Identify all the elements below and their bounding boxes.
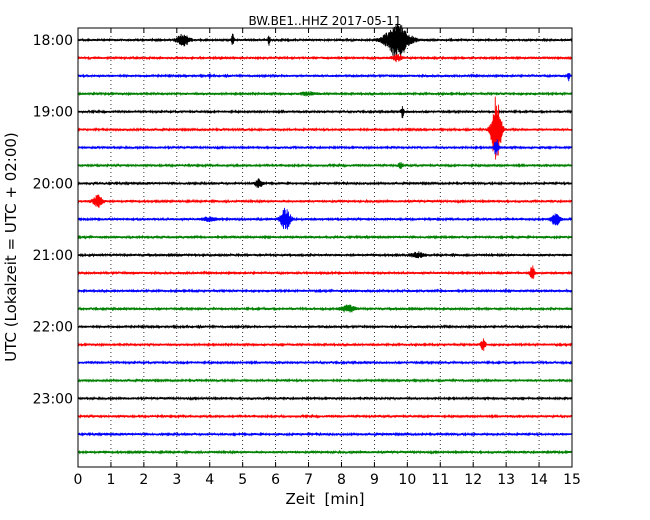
y-tick-label: 19:00 bbox=[33, 105, 73, 121]
x-tick-label: 9 bbox=[370, 472, 379, 488]
x-tick-label: 4 bbox=[205, 472, 214, 488]
trace-line-2300 bbox=[77, 395, 573, 401]
x-tick-label: 7 bbox=[304, 472, 313, 488]
plot-frame bbox=[77, 27, 573, 468]
trace-line-2245 bbox=[77, 377, 573, 384]
y-tick-label: 21:00 bbox=[33, 248, 73, 264]
trace-line-1830 bbox=[77, 73, 573, 82]
trace-line-1845 bbox=[77, 91, 573, 97]
x-tick-label: 0 bbox=[74, 472, 83, 488]
trace-line-2145 bbox=[77, 304, 573, 313]
trace-line-2315 bbox=[77, 413, 573, 419]
trace-line-1900 bbox=[77, 106, 573, 119]
x-tick-label: 5 bbox=[238, 472, 247, 488]
x-tick-label: 10 bbox=[398, 472, 416, 488]
trace-line-1930 bbox=[77, 139, 573, 155]
trace-line-2115 bbox=[77, 265, 573, 280]
trace-line-2045 bbox=[77, 234, 573, 240]
trace-line-2000 bbox=[77, 178, 573, 188]
trace-rows bbox=[77, 23, 573, 455]
y-tick-label: 20:00 bbox=[33, 176, 73, 192]
x-tick-label: 15 bbox=[563, 472, 581, 488]
y-tick-label: 18:00 bbox=[33, 33, 73, 49]
trace-line-2200 bbox=[77, 324, 573, 330]
x-tick-label: 12 bbox=[464, 472, 482, 488]
x-tick-label: 3 bbox=[172, 472, 181, 488]
trace-line-2130 bbox=[77, 288, 573, 294]
x-tick-label: 13 bbox=[497, 472, 515, 488]
trace-line-2030 bbox=[77, 207, 573, 230]
y-tick-label: 22:00 bbox=[33, 320, 73, 336]
trace-line-2230 bbox=[77, 359, 573, 366]
trace-line-2330 bbox=[77, 431, 573, 437]
trace-line-2100 bbox=[77, 251, 573, 259]
trace-line-2345 bbox=[77, 449, 573, 455]
x-tick-label: 6 bbox=[271, 472, 280, 488]
axis-ticks: 0 1 2 3 4 5 6 7 8 9 10 11 12 13 14 1518:0019:0020:0021:… bbox=[33, 28, 581, 488]
y-axis-label: UTC (Lokalzeit = UTC + 02:00) bbox=[2, 132, 20, 362]
x-tick-label: 11 bbox=[431, 472, 449, 488]
trace-line-2015 bbox=[77, 194, 573, 208]
trace-line-1800 bbox=[77, 23, 573, 57]
x-tick-label: 14 bbox=[530, 472, 548, 488]
trace-line-1815 bbox=[77, 54, 573, 63]
trace-line-1915 bbox=[77, 96, 573, 160]
x-tick-label: 2 bbox=[139, 472, 148, 488]
trace-line-1945 bbox=[77, 162, 573, 169]
trace-line-2215 bbox=[77, 338, 573, 351]
x-axis-label: Zeit [min] bbox=[285, 490, 364, 508]
x-tick-label: 1 bbox=[106, 472, 115, 488]
x-tick-label: 8 bbox=[337, 472, 346, 488]
y-tick-label: 23:00 bbox=[33, 391, 73, 407]
chart-title: BW.BE1..HHZ 2017-05-11 bbox=[248, 14, 401, 28]
